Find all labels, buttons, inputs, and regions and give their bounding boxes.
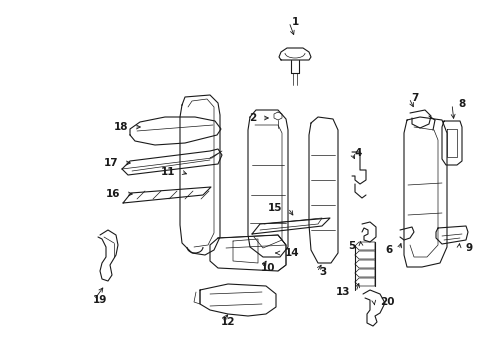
Text: 1: 1 bbox=[291, 17, 298, 27]
Text: 7: 7 bbox=[410, 93, 418, 103]
Text: 15: 15 bbox=[267, 203, 282, 213]
Text: 10: 10 bbox=[260, 263, 275, 273]
Text: 14: 14 bbox=[285, 248, 299, 258]
Text: 2: 2 bbox=[248, 113, 256, 123]
Text: 16: 16 bbox=[105, 189, 120, 199]
Text: 12: 12 bbox=[220, 317, 235, 327]
Text: 3: 3 bbox=[319, 267, 326, 277]
Text: 6: 6 bbox=[385, 245, 392, 255]
Text: 5: 5 bbox=[347, 241, 354, 251]
Text: 13: 13 bbox=[335, 287, 349, 297]
Text: 8: 8 bbox=[457, 99, 464, 109]
Text: 20: 20 bbox=[379, 297, 394, 307]
Text: 11: 11 bbox=[160, 167, 175, 177]
Text: 17: 17 bbox=[103, 158, 118, 168]
Text: 9: 9 bbox=[464, 243, 471, 253]
Text: 4: 4 bbox=[354, 148, 361, 158]
Text: 18: 18 bbox=[113, 122, 128, 132]
Text: 19: 19 bbox=[93, 295, 107, 305]
